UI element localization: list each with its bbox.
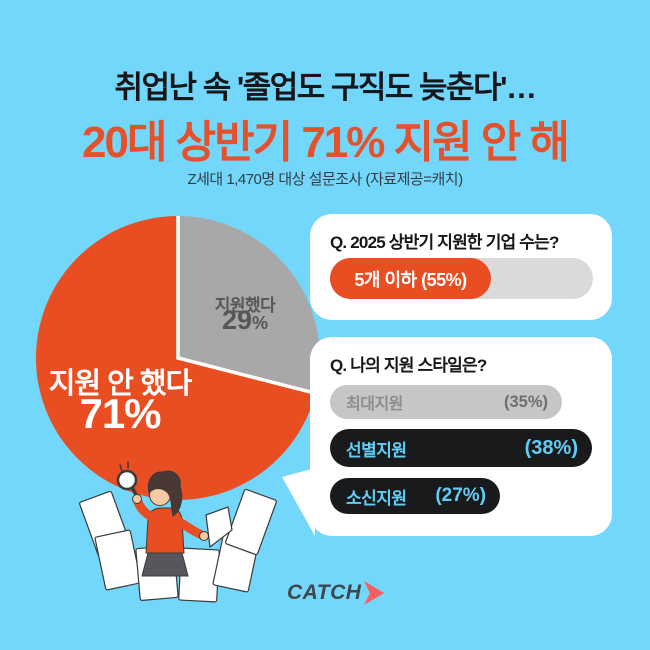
- speech-bubble-tail: [282, 468, 315, 536]
- question-title: Q. 나의 지원 스타일은?: [330, 356, 487, 375]
- catch-logo-text: CATCH: [287, 581, 362, 604]
- pie-value-not-applied: 71%: [79, 390, 161, 437]
- pill-conviction-apply: 소신지원 (27%): [330, 478, 500, 514]
- pie-slice-applied: [178, 216, 320, 394]
- survey-subtitle: Z세대 1,470명 대상 설문조사 (자료제공=캐치): [187, 171, 463, 188]
- pill-label: 최대지원: [346, 396, 403, 413]
- pill-value: (27%): [435, 485, 486, 506]
- pie-label-applied: 지원했다: [214, 296, 276, 315]
- pill-value: (35%): [503, 392, 548, 411]
- pie-slice-divider: [176, 216, 316, 395]
- pie-slice-not-applied: [35, 216, 316, 500]
- bar-label: 5개 이하 (55%): [354, 269, 467, 290]
- magnifying-glass-icon: [116, 461, 140, 501]
- question-card-style: Q. 나의 지원 스타일은? 최대지원 (35%) 선별지원 (38%) 소신지…: [310, 337, 612, 536]
- headline-line1: 취업난 속 '졸업도 구직도 늦춘다'…: [114, 70, 537, 105]
- pie-label-not-applied: 지원 안 했다: [48, 368, 193, 400]
- pill-selective-apply: 선별지원 (38%): [330, 429, 592, 467]
- pill-label: 소신지원: [346, 488, 407, 508]
- woman-with-papers-illustration: [79, 461, 277, 603]
- woman-figure: [132, 470, 233, 577]
- catch-logo-arrow-icon: [364, 581, 385, 605]
- question-card-companies: Q. 2025 상반기 지원한 기업 수는? 5개 이하 (55%): [310, 214, 612, 320]
- bar-fill-5-or-less: 5개 이하 (55%): [330, 258, 491, 299]
- bar-track: 5개 이하 (55%): [330, 258, 593, 299]
- pill-value: (38%): [524, 436, 578, 459]
- pie-value-applied: 29%: [221, 305, 269, 335]
- catch-logo: CATCH: [287, 581, 385, 605]
- pill-max-apply: 최대지원 (35%): [330, 385, 562, 419]
- headline-line2: 20대 상반기 71% 지원 안 해: [82, 118, 570, 167]
- question-title: Q. 2025 상반기 지원한 기업 수는?: [330, 233, 559, 252]
- pill-label: 선별지원: [346, 440, 407, 460]
